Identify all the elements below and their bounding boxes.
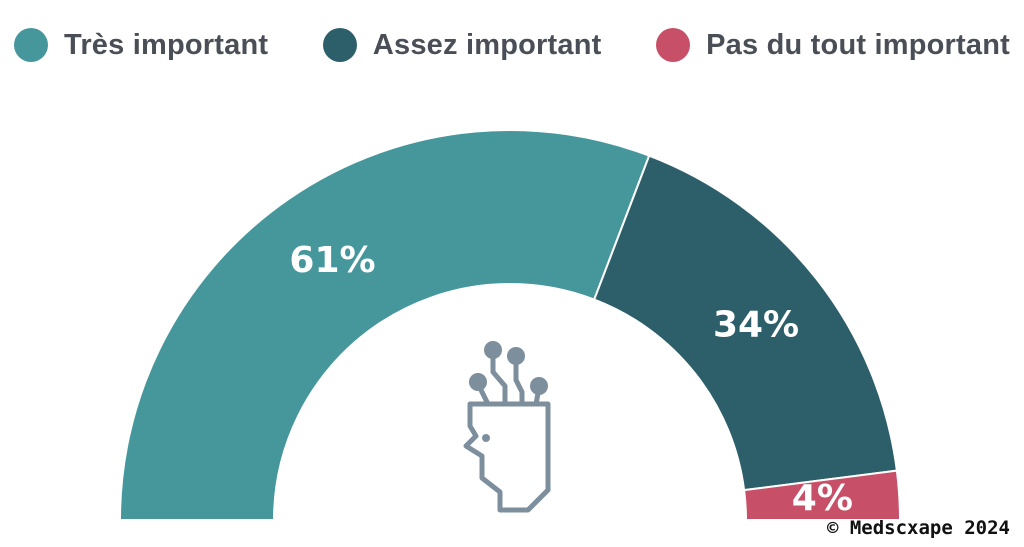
legend-swatch-tres-important — [14, 28, 48, 62]
data-label-pas-du-tout-important: 4% — [792, 478, 853, 519]
copyright-notice: © Medscxape 2024 — [826, 517, 1010, 539]
data-label-tres-important: 61% — [289, 240, 375, 281]
data-label-assez-important: 34% — [713, 305, 799, 346]
legend-label-tres-important: Très important — [64, 28, 269, 61]
legend-label-pas-du-tout-important: Pas du tout important — [706, 28, 1010, 61]
chart-data-labels: 61% 34% 4% — [289, 240, 853, 519]
legend-item-assez-important: Assez important — [322, 28, 602, 62]
legend-swatch-assez-important — [322, 28, 357, 62]
slice-pas-du-tout-important — [742, 469, 902, 521]
legend-swatch-pas-du-tout-important — [656, 28, 691, 62]
chart-slices — [118, 129, 902, 521]
legend-label-assez-important: Assez important — [372, 28, 602, 61]
legend-item-pas-du-tout-important: Pas du tout important — [656, 28, 1010, 62]
slice-assez-important — [592, 154, 898, 492]
chart-legend: Très important Assez important Pas du to… — [14, 22, 1010, 68]
slice-tres-important — [118, 129, 651, 521]
ai-head-circuit-icon — [463, 341, 551, 513]
legend-item-tres-important: Très important — [14, 28, 268, 62]
